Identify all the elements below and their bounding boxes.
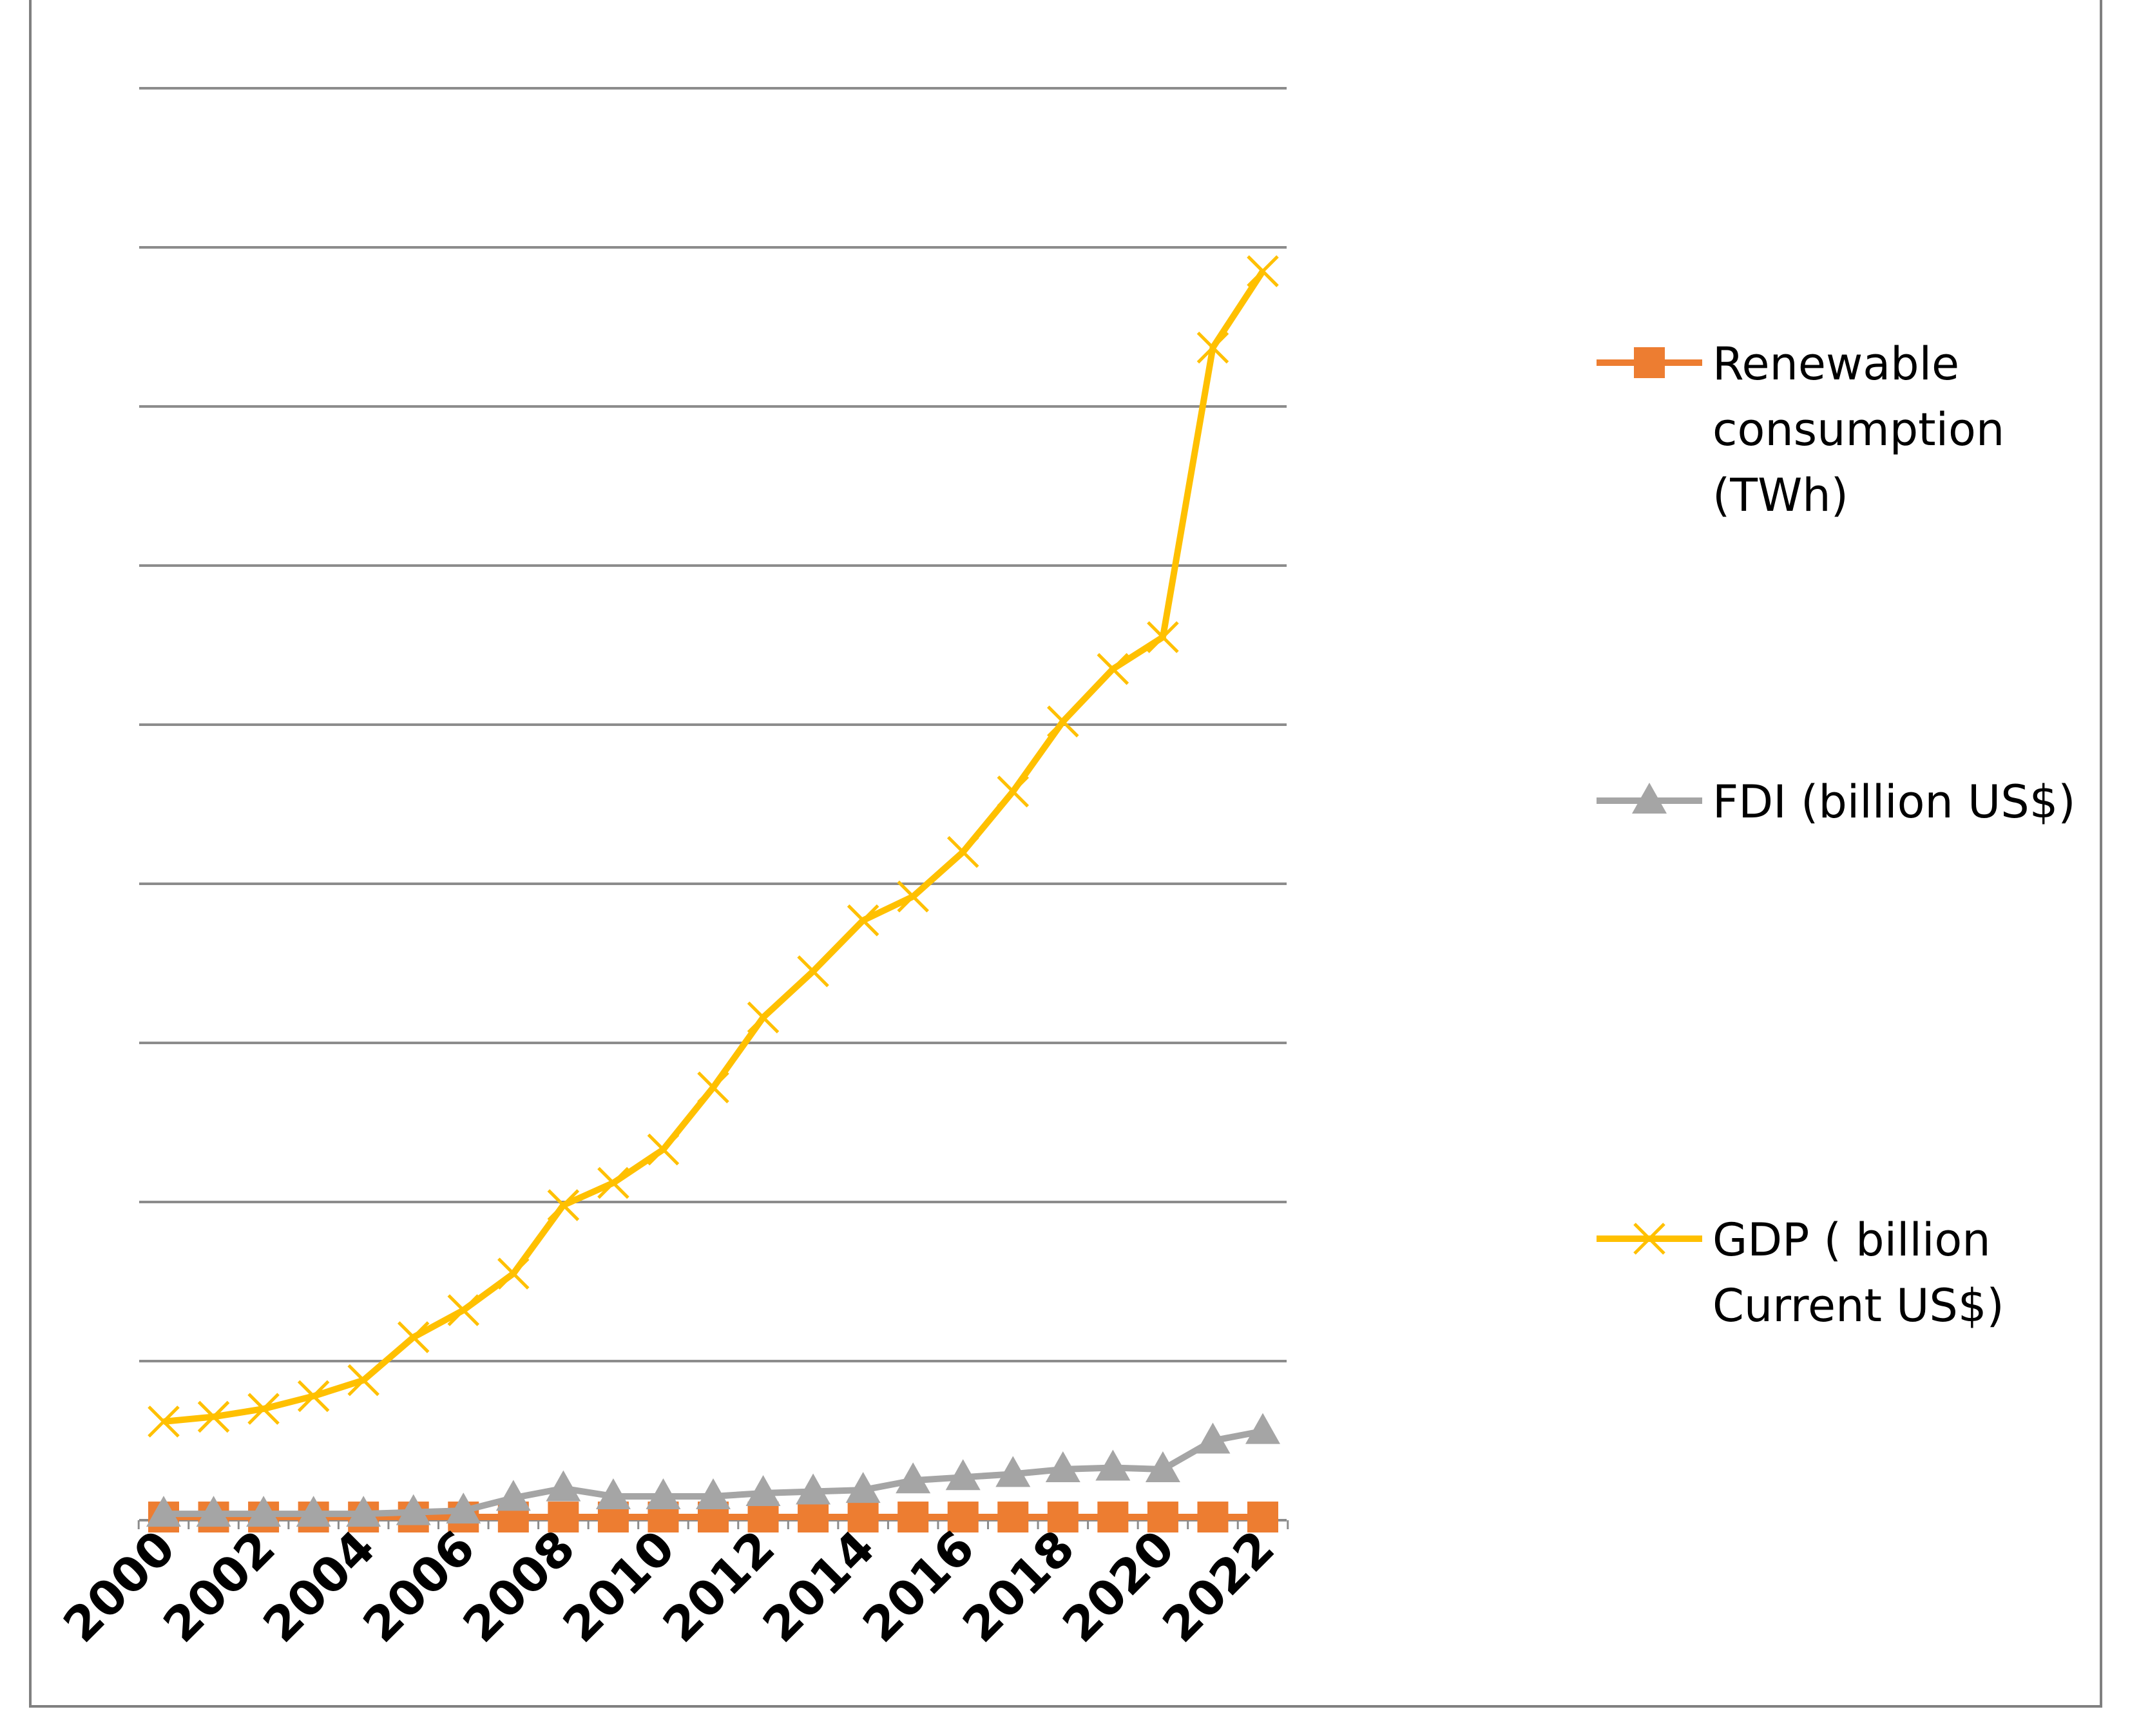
data-point — [947, 1502, 979, 1533]
data-point — [896, 1462, 931, 1494]
data-point — [197, 1400, 230, 1433]
data-point — [447, 1294, 480, 1326]
data-point — [497, 1257, 530, 1290]
x-tick-label: 2022 — [1152, 1520, 1285, 1653]
data-point — [845, 1472, 881, 1503]
data-point — [847, 904, 879, 937]
legend-label: FDI (billion US$) — [1713, 776, 2076, 828]
data-point — [946, 835, 979, 868]
data-point — [1247, 1502, 1278, 1533]
x-tick-label: 2016 — [852, 1520, 985, 1653]
data-point — [897, 880, 929, 913]
data-point — [1145, 1451, 1180, 1482]
data-point — [847, 1502, 879, 1533]
series-line — [163, 269, 1266, 1425]
data-point — [547, 1189, 580, 1221]
data-point — [897, 1502, 929, 1533]
legend-item: FDI (billion US$) — [1597, 776, 2076, 828]
data-point — [995, 1456, 1031, 1487]
data-point — [997, 775, 1030, 808]
data-point — [196, 1496, 231, 1527]
x-tick-label: 2010 — [553, 1520, 686, 1653]
legend-label: consumption — [1713, 403, 2004, 456]
data-point — [495, 1480, 531, 1511]
series-2 — [148, 255, 1279, 1438]
legend-marker — [1634, 347, 1665, 378]
legend-marker — [1632, 783, 1667, 814]
data-point — [146, 1496, 181, 1527]
data-point — [1047, 1502, 1079, 1533]
data-point — [546, 1470, 581, 1502]
data-point — [1147, 1502, 1178, 1533]
plot-area — [146, 255, 1280, 1533]
data-point — [945, 1459, 981, 1491]
data-point — [148, 1406, 180, 1438]
data-point — [796, 1473, 831, 1505]
legend-marker — [1633, 1223, 1665, 1255]
data-point — [1097, 1502, 1129, 1533]
data-point — [1245, 1413, 1280, 1444]
data-point — [397, 1321, 430, 1353]
data-point — [745, 1475, 781, 1507]
x-tick-label: 2012 — [653, 1520, 785, 1653]
x-tick-label: 2014 — [753, 1520, 885, 1653]
data-point — [1195, 1422, 1231, 1454]
legend-item: Renewable consumption (TWh) — [1597, 338, 2004, 522]
x-tick-label: 2000 — [53, 1520, 186, 1653]
data-point — [1196, 331, 1229, 364]
x-tick-label: 2002 — [153, 1520, 285, 1653]
series-0 — [148, 1502, 1278, 1533]
x-tick-label: 2018 — [952, 1520, 1085, 1653]
data-point — [696, 1478, 731, 1509]
chart-border — [29, 0, 2102, 1708]
series-1 — [146, 1413, 1280, 1527]
data-point — [347, 1364, 379, 1397]
data-point — [246, 1496, 282, 1527]
legend: Renewable consumption (TWh) FDI (billion US… — [1597, 338, 2076, 1332]
data-point — [1247, 255, 1279, 287]
x-tick-labels: 2000200220042006200820102012201420162018… — [53, 1520, 1285, 1653]
legend-label: Current US$) — [1713, 1279, 2004, 1332]
data-point — [595, 1478, 631, 1509]
data-point — [1095, 1449, 1131, 1481]
data-point — [997, 1502, 1029, 1533]
x-tick-label: 2004 — [253, 1520, 385, 1653]
legend-label: GDP ( billion — [1713, 1214, 1991, 1266]
data-point — [1097, 653, 1129, 685]
data-point — [296, 1496, 331, 1527]
data-point — [1197, 1502, 1229, 1533]
data-point — [446, 1493, 481, 1524]
gridlines — [139, 87, 1287, 1362]
data-point — [1047, 705, 1079, 738]
data-point — [646, 1478, 681, 1509]
data-point — [548, 1502, 579, 1533]
legend-label: (TWh) — [1713, 469, 1848, 522]
data-point — [396, 1494, 431, 1525]
data-point — [297, 1380, 330, 1413]
data-point — [1147, 621, 1179, 653]
data-point — [798, 1502, 829, 1533]
x-tick-label: 2008 — [453, 1520, 586, 1653]
data-point — [597, 1167, 629, 1199]
data-point — [647, 1133, 680, 1166]
data-point — [1045, 1451, 1080, 1482]
legend-label: Renewable — [1713, 338, 1959, 390]
data-point — [747, 1502, 779, 1533]
data-point — [247, 1393, 280, 1425]
data-point — [346, 1496, 381, 1527]
x-tick-label: 2006 — [353, 1520, 486, 1653]
data-point — [747, 1001, 780, 1034]
data-point — [797, 955, 829, 987]
x-tick-label: 2020 — [1052, 1520, 1185, 1653]
data-point — [697, 1071, 729, 1103]
legend-item: GDP ( billion Current US$) — [1597, 1214, 2004, 1332]
